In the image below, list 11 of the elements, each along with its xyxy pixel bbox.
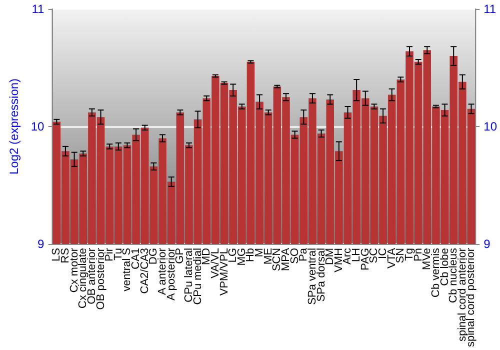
x-tick-label: RS bbox=[59, 248, 72, 264]
x-tick-label: spinal cord posterior bbox=[465, 248, 478, 348]
y2-tick-label: 9 bbox=[484, 236, 491, 251]
x-tick-label: Tg bbox=[403, 248, 416, 261]
y2-tick-label: 11 bbox=[484, 2, 496, 16]
y-tick-label: 10 bbox=[30, 119, 45, 134]
x-tick-label: A posterior bbox=[165, 248, 178, 301]
y-tick-label: 9 bbox=[38, 236, 45, 251]
y2-tick-label: 10 bbox=[484, 119, 498, 134]
y-tick-label: 11 bbox=[32, 2, 45, 16]
y-axis-title: Log2 (expression) bbox=[7, 78, 21, 175]
